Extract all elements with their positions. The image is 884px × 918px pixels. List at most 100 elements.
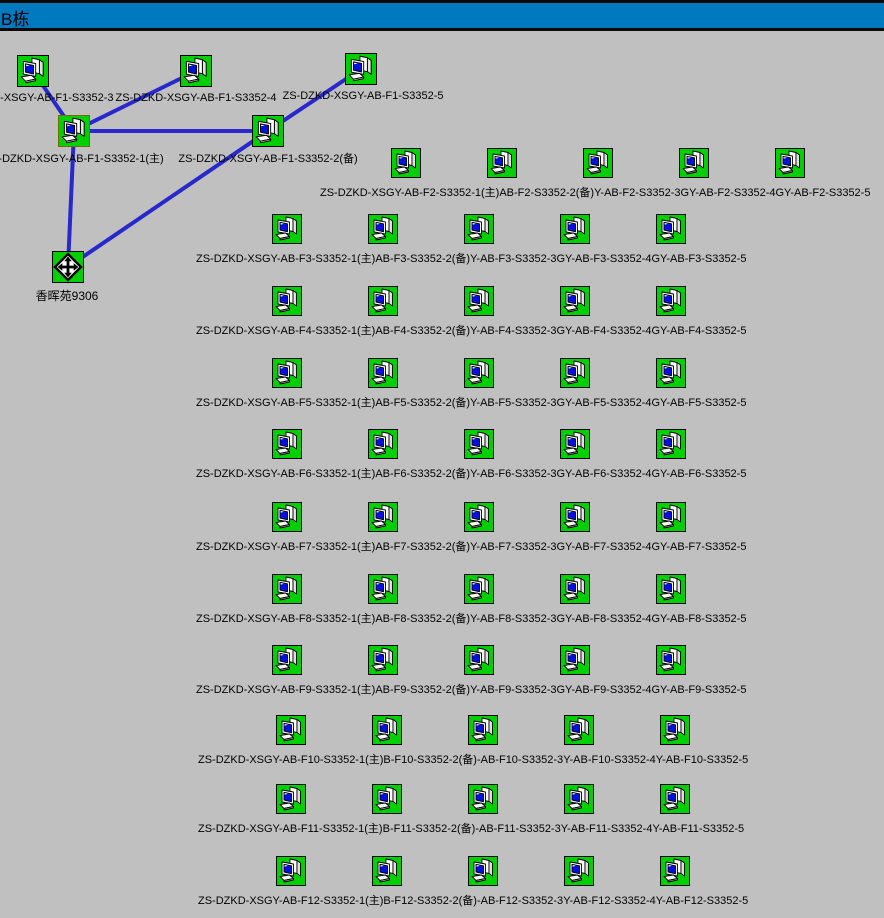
switch-node[interactable] [464,502,494,532]
switch-node[interactable] [487,148,517,178]
node-label: ZS-DZKD-XSGY-AB-F12-S3352-1(主) [198,895,384,907]
switch-node[interactable] [656,574,686,604]
switch-node[interactable] [368,429,398,459]
switch-node[interactable] [368,574,398,604]
workstation-icon [369,215,397,243]
network-link-line[interactable] [66,130,76,268]
switch-node[interactable] [276,856,306,886]
switch-node[interactable] [276,784,306,814]
node-label: Y-AB-F11-S3352-5 [652,823,745,835]
switch-node[interactable] [560,502,590,532]
workstation-icon [273,430,301,458]
switch-node[interactable] [464,286,494,316]
switch-node[interactable] [464,214,494,244]
node-label: GY-AB-F7-S3352-4 [556,541,652,553]
node-label: ZS-DZKD-XSGY-AB-F1-S3352-2(备) [178,153,358,165]
workstation-icon [346,54,376,84]
switch-node[interactable] [775,148,805,178]
switch-node[interactable] [468,784,498,814]
switch-node[interactable] [660,856,690,886]
switch-node[interactable] [391,148,421,178]
floor-row-f2: ZS-DZKD-XSGY-AB-F2-S3352-1(主)AB-F2-S3352… [0,148,884,199]
node-label: AB-F6-S3352-2(备) [375,468,471,480]
switch-node[interactable] [656,645,686,675]
switch-node[interactable] [560,429,590,459]
switch-node[interactable] [272,502,302,532]
switch-node[interactable] [368,286,398,316]
workstation-icon [565,785,593,813]
switch-node[interactable] [372,856,402,886]
workstation-icon [561,646,589,674]
switch-node[interactable] [372,715,402,745]
workstation-icon [488,149,516,177]
switch-node[interactable] [560,286,590,316]
switch-node[interactable] [368,358,398,388]
workstation-icon [561,430,589,458]
node-label: GY-AB-F2-S3352-4 [680,187,776,199]
network-link-line[interactable] [66,129,270,269]
node-f1-s3352-2-backup[interactable] [252,115,284,147]
network-link-line[interactable] [73,69,197,133]
switch-node[interactable] [564,784,594,814]
switch-node[interactable] [560,574,590,604]
switch-node[interactable] [276,715,306,745]
switch-node[interactable] [464,429,494,459]
workstation-icon [369,430,397,458]
switch-node[interactable] [583,148,613,178]
node-f1-s3352-5[interactable] [345,53,377,85]
workstation-icon [369,503,397,531]
switch-node[interactable] [560,214,590,244]
node-f1-s3352-3[interactable] [17,55,49,87]
switch-node[interactable] [656,429,686,459]
switch-node[interactable] [656,214,686,244]
switch-node[interactable] [656,358,686,388]
node-label: GY-AB-F7-S3352-5 [651,541,747,553]
workstation-icon [253,116,283,146]
workstation-icon [469,785,497,813]
node-label: Y-AB-F8-S3352-3 [470,613,557,625]
switch-node[interactable] [679,148,709,178]
switch-node[interactable] [468,715,498,745]
node-f1-s3352-4[interactable] [180,55,212,87]
node-label: ZS-DZKD-XSGY-AB-F9-S3352-1(主) [196,684,376,696]
switch-node[interactable] [372,784,402,814]
switch-node[interactable] [464,574,494,604]
switch-node[interactable] [464,358,494,388]
switch-node[interactable] [368,214,398,244]
switch-node[interactable] [656,286,686,316]
switch-node[interactable] [272,645,302,675]
node-f1-s3352-1-master[interactable] [58,115,90,147]
router-node-xianghuiyuan-9306[interactable] [52,251,84,283]
map-title: B栋 [1,10,30,29]
row-labels: ZS-DZKD-XSGY-AB-F11-S3352-1(主)B-F11-S335… [198,820,744,836]
workstation-icon [273,646,301,674]
switch-node[interactable] [368,502,398,532]
switch-node[interactable] [560,645,590,675]
switch-node[interactable] [660,715,690,745]
switch-node[interactable] [660,784,690,814]
floor-row-f4: ZS-DZKD-XSGY-AB-F4-S3352-1(主)AB-F4-S3352… [0,286,884,337]
switch-node[interactable] [560,358,590,388]
node-label: GY-AB-F6-S3352-4 [556,468,652,480]
workstation-icon [465,430,493,458]
node-label: -AB-F10-S3352-3 [476,754,564,766]
switch-node[interactable] [468,856,498,886]
switch-node[interactable] [564,856,594,886]
node-label: ZS-DZKD-XSGY-AB-F1-S3352-1(主) [0,153,164,165]
switch-node[interactable] [564,715,594,745]
switch-node[interactable] [656,502,686,532]
node-label: AB-F3-S3352-2(备) [375,253,471,265]
switch-node[interactable] [272,429,302,459]
node-label: Y-AB-F11-S3352-4 [560,823,653,835]
switch-node[interactable] [272,358,302,388]
switch-node[interactable] [368,645,398,675]
node-label: Y-AB-F3-S3352-3 [470,253,557,265]
window-title-bar[interactable]: B栋 [0,0,884,31]
row-labels: ZS-DZKD-XSGY-AB-F12-S3352-1(主)B-F12-S335… [198,892,748,908]
switch-node[interactable] [272,574,302,604]
switch-node[interactable] [464,645,494,675]
floor-row-f3: ZS-DZKD-XSGY-AB-F3-S3352-1(主)AB-F3-S3352… [0,214,884,265]
switch-node[interactable] [272,286,302,316]
switch-node[interactable] [272,214,302,244]
